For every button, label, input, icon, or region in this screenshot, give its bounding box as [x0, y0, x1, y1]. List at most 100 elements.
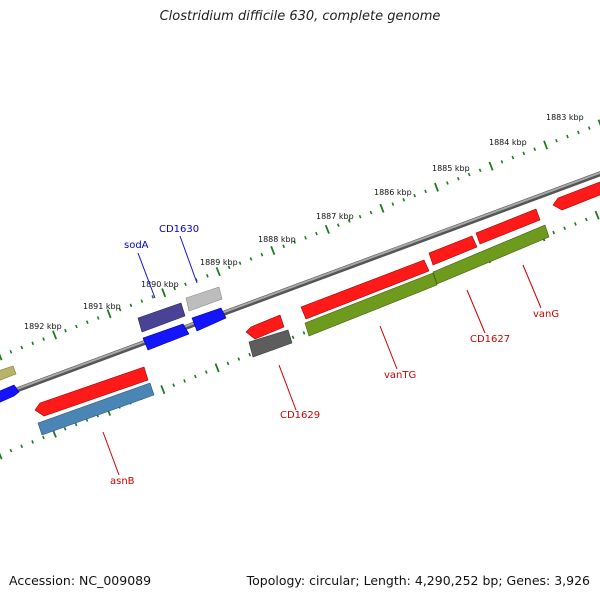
minor-tick [9, 448, 13, 453]
outer-kbp-tick-ring [0, 119, 600, 361]
label-connectors [102, 235, 542, 476]
genome-summary-text: Topology: circular; Length: 4,290,252 bp… [246, 573, 590, 588]
minor-tick [118, 307, 122, 312]
major-tick [379, 203, 385, 213]
minor-tick [129, 303, 133, 308]
minor-tick [42, 435, 45, 440]
kbp-label: 1888 kbp [258, 235, 296, 244]
connector-CD1630 [179, 235, 198, 284]
minor-tick [226, 361, 230, 366]
minor-tick [511, 155, 515, 160]
major-tick [543, 140, 549, 150]
minor-tick [9, 350, 13, 354]
connector-vanG [522, 264, 542, 309]
gene-red-asnB-row[interactable] [34, 366, 149, 417]
genome-backbone [0, 171, 600, 399]
minor-tick [552, 230, 556, 235]
major-tick [160, 385, 166, 395]
minor-tick [151, 295, 155, 299]
minor-tick [402, 198, 406, 202]
gene-label-asnB: asnB [110, 476, 135, 487]
gene-red-right-edge[interactable] [552, 180, 600, 211]
connector-sodA [137, 252, 156, 299]
connector-asnB [102, 431, 120, 476]
minor-tick [227, 265, 231, 270]
minor-tick [248, 352, 252, 357]
connector-CD1629 [278, 364, 297, 411]
gene-CD1629[interactable] [248, 329, 293, 358]
minor-tick [347, 219, 351, 223]
gene-blue-CD1630-row[interactable] [191, 307, 227, 332]
gene-label-CD1627: CD1627 [470, 334, 510, 345]
major-tick [434, 182, 439, 192]
kbp-label: 1885 kbp [432, 164, 470, 173]
minor-tick [173, 286, 176, 291]
minor-tick [20, 444, 24, 449]
minor-tick [533, 147, 537, 151]
gene-red-CD1629-row[interactable] [245, 314, 285, 340]
kbp-label: 1889 kbp [200, 258, 238, 267]
minor-tick [304, 236, 307, 240]
gene-CD1630[interactable] [185, 286, 223, 312]
minor-tick [237, 357, 241, 361]
minor-tick [577, 130, 580, 135]
kbp-label: 1891 kbp [83, 302, 121, 311]
minor-tick [358, 214, 362, 219]
minor-tick [282, 244, 286, 249]
gene-vanTG[interactable] [304, 272, 438, 337]
gene-asnB[interactable] [37, 382, 155, 436]
minor-tick [478, 168, 482, 173]
major-tick [324, 224, 330, 234]
minor-tick [206, 274, 209, 278]
minor-tick [336, 223, 340, 227]
kbp-label: 1887 kbp [316, 212, 354, 221]
gene-label-vanG: vanG [533, 309, 559, 320]
minor-tick [574, 222, 577, 226]
minor-tick [204, 370, 208, 374]
minor-tick [467, 172, 471, 177]
minor-tick [64, 328, 67, 333]
minor-tick [194, 374, 197, 379]
map-title: Clostridium difficile 630, complete geno… [159, 9, 441, 24]
kbp-label: 1886 kbp [374, 188, 412, 197]
gene-blue-sodA-row[interactable] [142, 323, 190, 351]
gene-track[interactable] [0, 180, 600, 436]
minor-tick [587, 126, 591, 130]
kbp-label: 1884 kbp [489, 138, 527, 147]
kbp-label: 1890 kbp [141, 280, 179, 289]
major-tick [597, 119, 600, 126]
gene-blue-left[interactable] [0, 384, 20, 403]
minor-tick [172, 383, 176, 387]
connector-vanTG [379, 325, 398, 370]
kbp-label-group: 1883 kbp 1884 kbp 1885 kbp 1886 kbp 1887… [24, 113, 584, 331]
gene-label-vanTG: vanTG [384, 370, 416, 381]
major-tick [270, 245, 276, 256]
gene-sodA[interactable] [137, 302, 186, 333]
minor-tick [184, 282, 187, 287]
gene-label-CD1630: CD1630 [159, 224, 199, 235]
gene-CD1627[interactable] [432, 224, 550, 285]
minor-tick [75, 324, 78, 329]
minor-tick [74, 422, 78, 427]
minor-tick [413, 193, 416, 198]
major-tick [0, 452, 3, 460]
gene-khaki-left[interactable] [0, 365, 17, 381]
minor-tick [293, 240, 296, 244]
minor-tick [96, 316, 100, 320]
minor-tick [249, 257, 253, 261]
gene-red-vanG-row[interactable] [475, 208, 541, 245]
minor-tick [369, 210, 373, 215]
minor-tick [140, 299, 144, 303]
gene-red-CD1627-row[interactable] [428, 235, 478, 266]
major-tick [488, 161, 494, 171]
major-tick [214, 363, 220, 373]
minor-tick [584, 217, 588, 222]
minor-tick [63, 427, 67, 431]
gene-label-sodA: sodA [124, 240, 149, 251]
minor-tick [31, 341, 35, 346]
minor-tick [260, 252, 264, 257]
gene-red-vanTG-row[interactable] [300, 259, 430, 320]
gene-label-group: sodA CD1630 CD1629 vanTG CD1627 vanG asn… [110, 224, 559, 487]
minor-tick [522, 151, 526, 156]
